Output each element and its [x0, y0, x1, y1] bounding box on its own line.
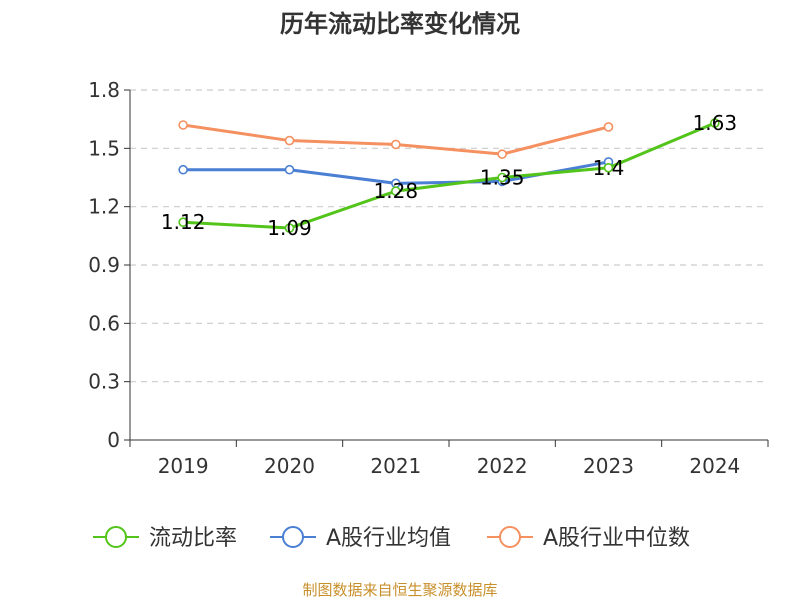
legend: 流动比率 A股行业均值 A股行业中位数	[93, 526, 690, 551]
series-line-0	[183, 121, 716, 230]
data-point	[391, 186, 401, 196]
y-tick-label: 0.6	[88, 311, 120, 335]
data-point	[603, 162, 614, 173]
legend-marker	[105, 526, 127, 548]
data-label: 1.28	[374, 179, 419, 203]
y-tick-label: 0.3	[88, 370, 120, 394]
x-tick-label: 2022	[477, 454, 528, 478]
y-tick-label: 0.9	[88, 253, 120, 277]
data-point	[284, 135, 295, 146]
data-label: 1.09	[267, 216, 312, 240]
data-point	[497, 172, 507, 183]
legend-marker	[499, 526, 521, 548]
data-label: 1.35	[480, 166, 525, 190]
y-tick-label: 1.8	[88, 78, 120, 102]
data-point	[284, 164, 295, 175]
data-point	[497, 149, 507, 159]
data-point	[603, 122, 614, 132]
legend-label: A股行业均值	[326, 526, 451, 551]
data-point	[710, 118, 720, 128]
x-tick-label: 2021	[370, 454, 421, 478]
x-tick-label: 2024	[689, 454, 740, 478]
source-note: 制图数据来自恒生聚源数据库	[302, 581, 497, 599]
x-tick-label: 2023	[583, 454, 634, 478]
data-point	[178, 120, 188, 130]
y-tick-label: 1.2	[88, 195, 120, 219]
legend-label: 流动比率	[149, 526, 237, 551]
chart-title: 历年流动比率变化情况	[280, 10, 520, 38]
data-point	[284, 223, 295, 233]
y-tick-label: 1.5	[88, 136, 120, 160]
axes: 0 0.3 0.6 0.9 1.2 1.5 1.8 2019 2020 2021 2022 2023 2…	[88, 78, 769, 478]
x-tick-label: 2020	[264, 454, 315, 478]
legend-label: A股行业中位数	[543, 526, 690, 551]
legend-marker	[282, 526, 304, 548]
data-label: 1.63	[693, 111, 738, 135]
data-labels: 1.12 1.09 1.28 1.35 1.4 1.63	[161, 111, 737, 240]
series-line-2	[182, 123, 609, 156]
data-point	[391, 139, 401, 150]
data-label: 1.12	[161, 210, 206, 234]
data-label: 1.4	[593, 156, 625, 180]
x-tick-label: 2019	[158, 454, 209, 478]
grid-lines	[130, 89, 768, 383]
data-point	[178, 217, 188, 228]
series-group	[178, 118, 720, 233]
data-point	[178, 164, 188, 175]
y-tick-label: 0	[107, 428, 120, 452]
